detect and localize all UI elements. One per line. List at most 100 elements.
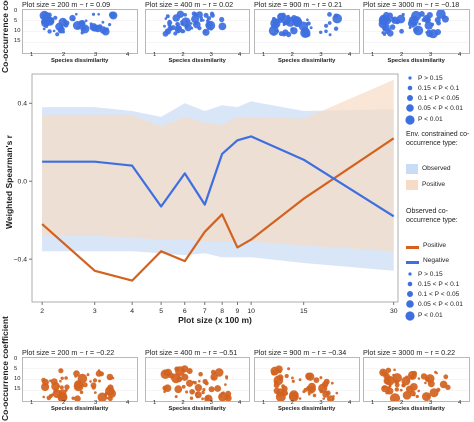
scatter-point [106, 396, 110, 400]
scatter-xtick: 2 [62, 52, 66, 58]
scatter-point [86, 373, 90, 377]
scatter-ytick: 10 [14, 28, 21, 34]
scatter-point [290, 27, 298, 35]
scatter-xtick: 3 [429, 400, 433, 406]
x-tick-label: 5 [159, 308, 163, 315]
scatter-point [74, 395, 81, 402]
top-row-scatter-panel-2 [145, 9, 250, 54]
scatter-point [273, 380, 279, 385]
scatter-point [425, 31, 428, 34]
scatter-point [309, 26, 313, 30]
scatter-point [181, 365, 189, 373]
scatter-point [53, 388, 58, 393]
x-tick-label: 7 [203, 308, 207, 315]
top-row-scatter-svg-3 [255, 12, 359, 43]
scatter-point [163, 24, 166, 28]
scatter-xtick: 4 [348, 400, 352, 406]
scatter-point [64, 388, 68, 392]
top-row-panel-title-4: Plot size = 3000 m − r = −0.18 [363, 0, 460, 9]
scatter-point [79, 390, 84, 395]
scatter-xtick: 2 [62, 400, 66, 406]
scatter-point [101, 20, 105, 24]
scatter-point [333, 13, 339, 19]
scatter-point [50, 378, 58, 386]
scatter-point [183, 13, 187, 17]
bottom-row-scatter-panel-3 [254, 357, 360, 403]
scatter-xtick: 4 [348, 52, 352, 58]
p-legend-dot [405, 311, 415, 321]
obs-legend-title: Observed co-occurrence type: [406, 208, 458, 224]
scatter-point [95, 370, 103, 377]
scatter-point [424, 381, 427, 385]
scatter-point [417, 389, 420, 393]
scatter-point [289, 390, 299, 400]
top-row-scatter-panel-4 [363, 9, 470, 54]
scatter-point [55, 32, 60, 37]
scatter-point [189, 396, 194, 400]
scatter-point [71, 396, 75, 400]
env-swatch-observed [406, 164, 418, 174]
scatter-point [42, 395, 45, 399]
scatter-point [89, 22, 93, 26]
scatter-point [277, 17, 284, 23]
scatter-point [405, 385, 414, 393]
scatter-point [435, 371, 438, 375]
scatter-point [105, 27, 109, 31]
bottom-row-panel-xlabel-1: Species dissimilarity [51, 406, 109, 412]
scatter-point [282, 23, 286, 26]
series-line-negative [42, 135, 395, 218]
bottom-row-scatter-panel-4 [363, 357, 470, 404]
scatter-point [46, 395, 52, 401]
scatter-point [275, 391, 286, 402]
scatter-point [191, 11, 197, 16]
scatter-point [174, 385, 183, 394]
p-legend-bottom-label-3: 0.1 < P < 0.05 [418, 291, 460, 298]
scatter-point [82, 382, 88, 388]
scatter-point [322, 397, 325, 400]
top-row-panel-title-3: Plot size = 900 m − r = 0.21 [254, 0, 343, 9]
scatter-xtick: 3 [319, 52, 323, 58]
scatter-point [214, 368, 224, 377]
p-legend-dot [406, 104, 414, 112]
scatter-point [57, 384, 60, 388]
scatter-point [201, 397, 204, 401]
scatter-point [383, 11, 390, 19]
scatter-point [271, 370, 277, 376]
scatter-point [399, 388, 403, 392]
scatter-point [69, 14, 76, 22]
scatter-point [278, 14, 281, 17]
scatter-point [201, 390, 205, 395]
main-chart: −0.4 0.0 0.4 2 3 4 5 6 7 8 9 10 15 30 Weighted Spearm… [0, 66, 474, 328]
scatter-xtick: 1 [371, 400, 375, 406]
scatter-point [210, 27, 213, 31]
scatter-point [72, 21, 82, 30]
top-row-panel-xlabel-1: Species dissimilarity [51, 58, 109, 64]
scatter-point [332, 395, 335, 398]
scatter-point [185, 20, 189, 24]
scatter-point [204, 394, 213, 403]
bottom-row-scatter-svg-2 [146, 365, 249, 403]
scatter-point [298, 378, 302, 382]
scatter-xtick: 4 [126, 400, 130, 406]
scatter-point [108, 11, 116, 19]
scatter-point [442, 14, 447, 19]
scatter-point [203, 12, 209, 18]
top-row-panel-xlabel-2: Species dissimilarity [168, 58, 226, 64]
top-row-scatter-svg-2 [146, 10, 249, 43]
scatter-point [313, 377, 320, 383]
scatter-point [385, 367, 392, 373]
scatter-ytick: 5 [14, 366, 18, 372]
y-tick-label: −0.4 [14, 257, 28, 264]
scatter-point [93, 391, 97, 394]
scatter-xtick: 3 [94, 400, 98, 406]
p-legend-dot [405, 115, 415, 125]
scatter-point [389, 24, 396, 30]
scatter-point [411, 10, 422, 21]
scatter-point [324, 23, 329, 28]
scatter-point [287, 367, 291, 371]
scatter-point [277, 374, 284, 381]
scatter-point [64, 376, 68, 380]
scatter-point [275, 21, 279, 25]
x-tick-label: 2 [40, 308, 44, 315]
scatter-point [194, 384, 203, 392]
